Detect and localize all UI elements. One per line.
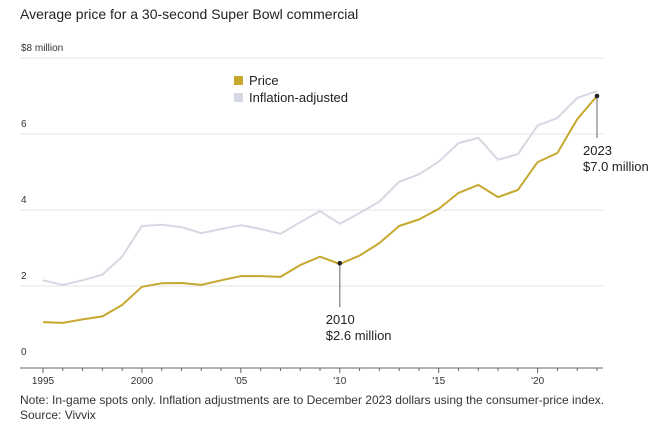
gridlines — [20, 57, 603, 287]
series-line-inflation-adjusted — [42, 90, 598, 286]
y-tick-label: 6 — [21, 119, 27, 130]
annotation-year: 2023 — [583, 143, 612, 158]
x-tick-label: 2000 — [131, 376, 154, 387]
x-tick-label: '10 — [333, 376, 346, 387]
x-tick-label: '05 — [234, 376, 247, 387]
y-tick-label: $8 million — [21, 43, 63, 54]
x-tick-label: '20 — [531, 376, 544, 387]
footnote: Note: In-game spots only. Inflation adju… — [20, 393, 605, 407]
legend-label: Price — [249, 73, 279, 88]
series-line-price — [42, 95, 598, 324]
x-axis: 1995 2000 '05 '10 '15 '20 — [20, 367, 603, 387]
annotation-value: $2.6 million — [326, 328, 392, 343]
y-tick-label: 4 — [21, 195, 27, 206]
legend-swatch — [234, 76, 243, 85]
legend-label: Inflation-adjusted — [249, 90, 348, 105]
annotation-year: 2010 — [326, 312, 355, 327]
chart-title: Average price for a 30-second Super Bowl… — [20, 6, 359, 22]
x-tick-label: '15 — [432, 376, 445, 387]
x-tick-label: 1995 — [32, 376, 55, 387]
y-tick-label: 0 — [21, 347, 27, 358]
source-credit: Source: Vivvix — [20, 408, 96, 422]
annotations: 2010$2.6 million 2023$7.0 million — [326, 93, 649, 343]
annotation-marker — [337, 260, 343, 266]
legend-swatch — [234, 93, 243, 102]
y-axis-labels: 0 2 4 6 $8 million — [21, 43, 63, 358]
y-tick-label: 2 — [21, 271, 27, 282]
footer-notes: Note: In-game spots only. Inflation adju… — [20, 393, 604, 423]
annotation-value: $7.0 million — [583, 159, 649, 174]
legend: Price Inflation-adjusted — [234, 73, 348, 105]
annotation-marker — [594, 93, 600, 99]
series-lines — [42, 90, 598, 324]
